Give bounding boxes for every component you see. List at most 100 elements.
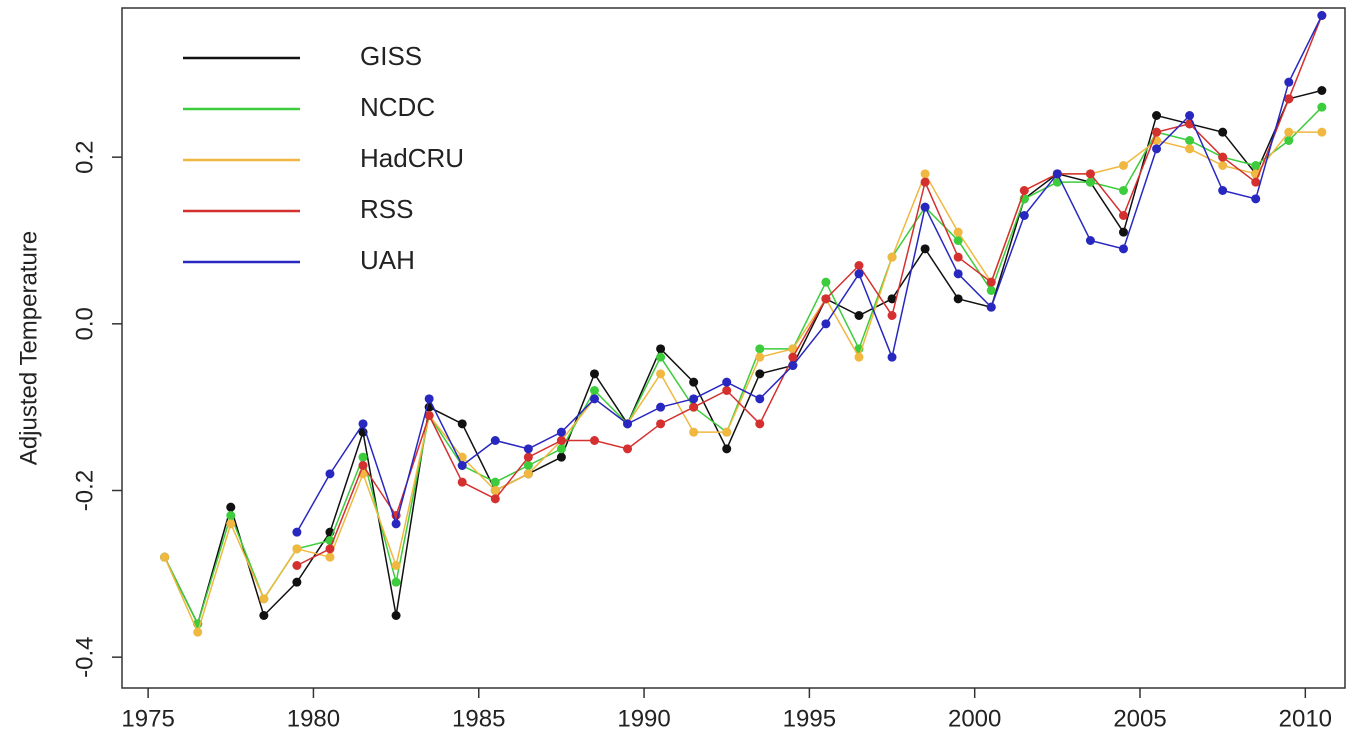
data-point [1251, 161, 1261, 170]
data-point [391, 611, 401, 620]
x-tick-label: 1980 [287, 705, 340, 732]
data-point [656, 402, 666, 412]
data-point [854, 269, 864, 279]
data-point [358, 452, 368, 462]
data-point [689, 394, 699, 404]
data-point [556, 452, 566, 462]
data-point [788, 352, 798, 362]
data-point [623, 419, 633, 429]
data-point [490, 477, 500, 487]
data-point [722, 427, 732, 437]
data-point [755, 352, 765, 362]
data-point [1085, 169, 1095, 179]
data-point [953, 269, 963, 279]
x-tick-label: 1990 [617, 705, 670, 732]
data-point [1019, 211, 1029, 220]
data-point [887, 352, 897, 362]
data-point [1317, 127, 1327, 137]
data-point [226, 511, 236, 520]
data-point [854, 311, 864, 320]
data-point [1284, 77, 1294, 87]
x-tick-label: 2010 [1279, 705, 1332, 732]
data-point [854, 352, 864, 362]
data-point [292, 527, 302, 537]
data-point [490, 436, 500, 445]
data-point [424, 411, 434, 420]
data-point [358, 419, 368, 429]
data-point [1284, 127, 1294, 137]
data-point [391, 519, 401, 529]
data-point [722, 377, 732, 387]
data-point [226, 502, 236, 512]
data-point [1317, 102, 1327, 112]
data-point [1218, 127, 1228, 137]
data-point [722, 386, 732, 395]
data-point [523, 461, 533, 470]
data-point [986, 277, 996, 287]
data-point [292, 577, 302, 587]
data-point [953, 252, 963, 262]
data-point [887, 294, 897, 304]
y-tick-label: -0.2 [71, 470, 98, 511]
data-point [358, 461, 368, 470]
data-point [193, 627, 203, 637]
data-point [821, 294, 831, 304]
y-tick-label: -0.4 [71, 636, 98, 677]
data-point [1118, 161, 1128, 170]
legend-label: UAH [360, 245, 415, 275]
data-point [920, 202, 930, 212]
data-point [887, 311, 897, 320]
legend-label: HadCRU [360, 143, 464, 173]
data-point [325, 552, 335, 562]
data-point [788, 344, 798, 354]
data-point [1185, 111, 1195, 120]
data-point [755, 344, 765, 354]
y-axis-label: Adjusted Temperature [15, 231, 42, 465]
data-point [986, 286, 996, 295]
data-point [490, 494, 500, 504]
data-point [589, 394, 599, 404]
data-point [259, 594, 269, 604]
data-point [920, 169, 930, 179]
data-point [1218, 161, 1228, 170]
data-point [920, 244, 930, 254]
plot-frame [121, 7, 1346, 689]
data-point [1284, 136, 1294, 145]
data-point [920, 177, 930, 187]
data-point [722, 444, 732, 454]
data-point [1118, 186, 1128, 195]
series-line [296, 15, 1323, 567]
data-point [589, 386, 599, 395]
data-point [457, 477, 467, 487]
series-line [163, 89, 1323, 626]
data-point [755, 419, 765, 429]
data-point [523, 444, 533, 454]
legend-label: GISS [360, 41, 422, 71]
data-point [523, 469, 533, 479]
data-point [556, 427, 566, 437]
y-tick-label: 0.0 [71, 307, 98, 340]
data-point [457, 419, 467, 429]
data-point [523, 452, 533, 462]
x-tick-label: 2005 [1113, 705, 1166, 732]
data-point [887, 252, 897, 262]
data-point [821, 319, 831, 329]
data-point [424, 394, 434, 404]
data-point [1317, 86, 1327, 95]
data-point [1085, 236, 1095, 245]
data-point [226, 519, 236, 529]
data-point [986, 302, 996, 312]
data-point [1218, 186, 1228, 195]
legend-label: RSS [360, 194, 413, 224]
data-point [1152, 111, 1162, 120]
data-point [788, 361, 798, 370]
data-point [325, 544, 335, 554]
x-tick-label: 2000 [948, 705, 1001, 732]
data-point [755, 394, 765, 404]
data-point [1152, 127, 1162, 137]
data-point [490, 486, 500, 495]
data-point [391, 561, 401, 570]
data-point [854, 261, 864, 270]
data-point [1317, 11, 1327, 20]
